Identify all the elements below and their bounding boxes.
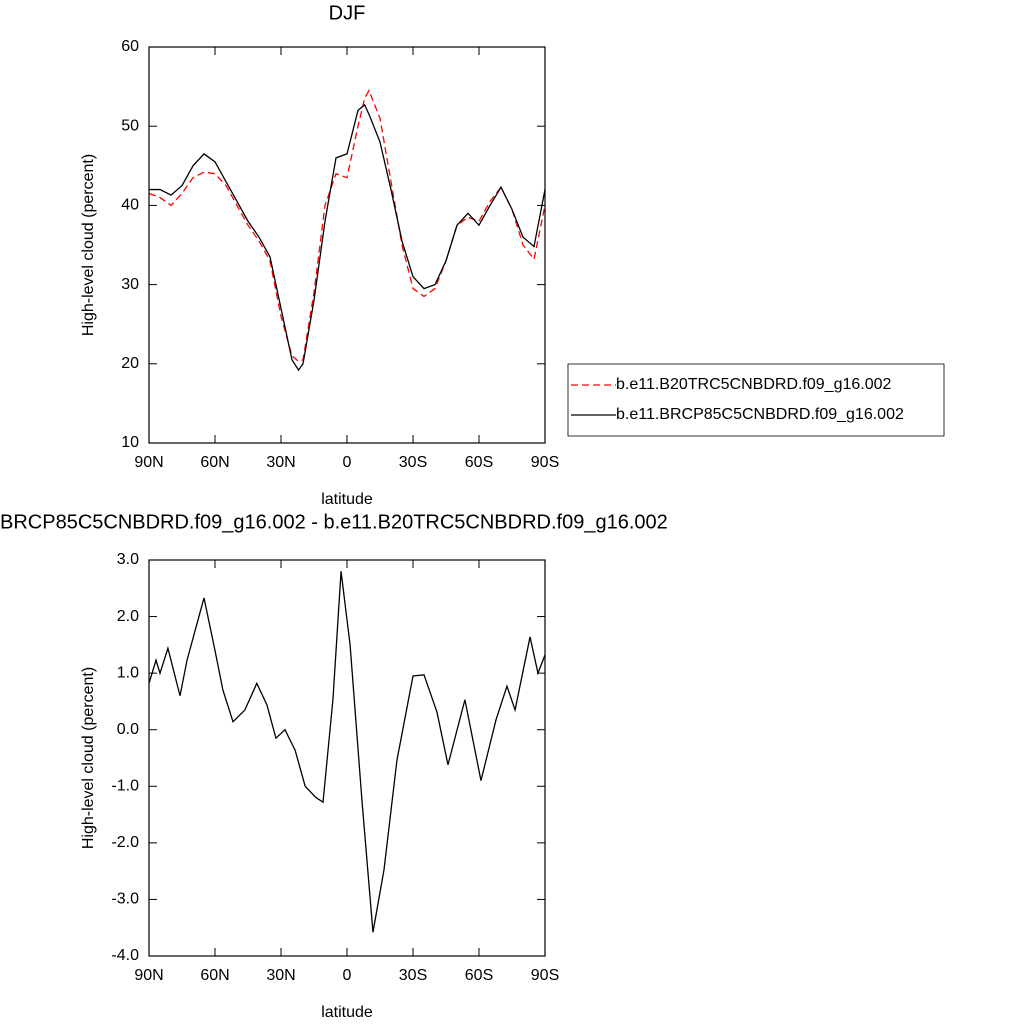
- chart-title: DJF: [329, 2, 366, 24]
- y-tick-label: 50: [121, 117, 139, 134]
- x-tick-label: 60S: [465, 967, 493, 984]
- plot-frame: [148, 559, 546, 957]
- y-tick-label: -3.0: [111, 891, 139, 908]
- legend-label: b.e11.BRCP85C5CNBDRD.f09_g16.002: [616, 406, 904, 423]
- x-axis-label: latitude: [321, 491, 373, 508]
- y-tick-label: -1.0: [111, 778, 139, 795]
- y-tick-label: 10: [121, 434, 139, 451]
- x-tick-label: 0: [343, 454, 352, 471]
- x-tick-label: 0: [343, 967, 352, 984]
- y-axis-label: High-level cloud (percent): [80, 667, 97, 849]
- y-tick-label: 3.0: [117, 551, 139, 568]
- legend-box: [567, 363, 945, 437]
- data-line: [148, 571, 546, 933]
- x-tick-label: 90S: [531, 454, 559, 471]
- chart-title: BRCP85C5CNBDRD.f09_g16.002 - b.e11.B20TR…: [0, 511, 668, 533]
- y-tick-label: 2.0: [117, 608, 139, 625]
- data-line: [149, 103, 546, 372]
- legend-label: b.e11.B20TRC5CNBDRD.f09_g16.002: [616, 376, 892, 393]
- y-tick-label: 60: [121, 38, 139, 55]
- x-tick-label: 90N: [134, 967, 163, 984]
- x-tick-label: 60N: [200, 454, 229, 471]
- y-tick-label: -4.0: [111, 947, 139, 964]
- x-tick-label: 60S: [465, 454, 493, 471]
- x-tick-label: 90S: [531, 967, 559, 984]
- data-line: [148, 89, 546, 363]
- y-tick-label: 40: [121, 197, 139, 214]
- y-tick-label: -2.0: [111, 834, 139, 851]
- x-tick-label: 30S: [399, 967, 427, 984]
- x-tick-label: 30N: [266, 454, 295, 471]
- y-tick-label: 30: [121, 276, 139, 293]
- y-axis-label: High-level cloud (percent): [80, 154, 97, 336]
- y-tick-label: 20: [121, 355, 139, 372]
- plot-frame: [148, 46, 546, 444]
- x-tick-label: 30S: [399, 454, 427, 471]
- x-tick-label: 30N: [266, 967, 295, 984]
- y-tick-label: 0.0: [117, 721, 139, 738]
- y-tick-label: 1.0: [117, 664, 139, 681]
- x-axis-label: latitude: [321, 1004, 373, 1021]
- x-tick-label: 90N: [134, 454, 163, 471]
- x-tick-label: 60N: [200, 967, 229, 984]
